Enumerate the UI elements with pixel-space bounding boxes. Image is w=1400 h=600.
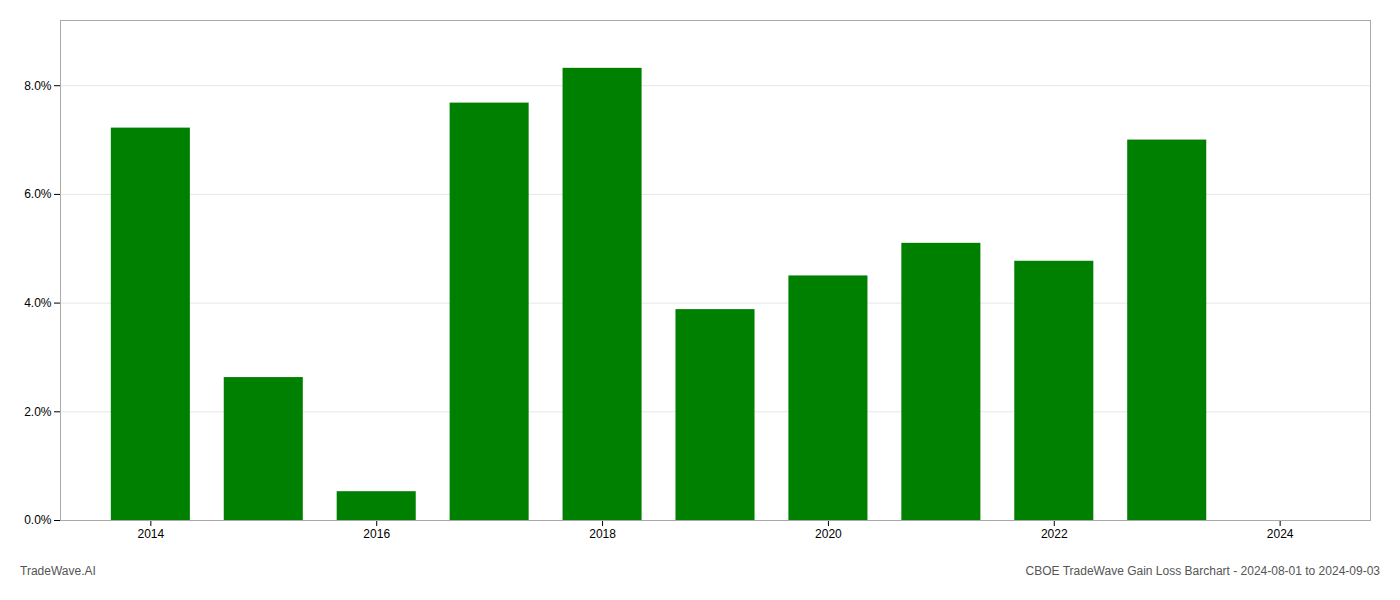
svg-text:2022: 2022 <box>1041 527 1068 541</box>
svg-text:0.0%: 0.0% <box>24 513 52 527</box>
svg-text:2014: 2014 <box>137 527 164 541</box>
svg-text:8.0%: 8.0% <box>24 79 52 93</box>
svg-text:2.0%: 2.0% <box>24 405 52 419</box>
svg-text:2018: 2018 <box>589 527 616 541</box>
html-text:CBOE TradeWave Gain Loss Barch: CBOE TradeWave Gain Loss Barchart - 2024… <box>1025 564 1380 578</box>
html-text:TradeWave.AI: TradeWave.AI <box>20 564 96 578</box>
svg-text:2016: 2016 <box>363 527 390 541</box>
svg-text:2020: 2020 <box>815 527 842 541</box>
svg-text:2024: 2024 <box>1267 527 1294 541</box>
svg-text:6.0%: 6.0% <box>24 187 52 201</box>
svg-text:4.0%: 4.0% <box>24 296 52 310</box>
